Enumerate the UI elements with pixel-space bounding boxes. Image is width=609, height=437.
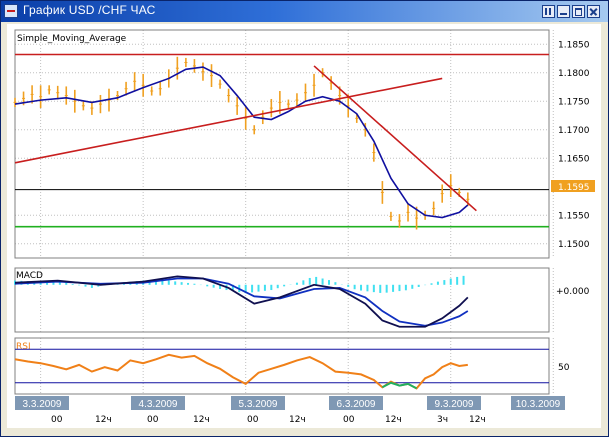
date-tag-label: 10.3.2009 (516, 399, 561, 410)
date-tag-label: 6.3.2009 (337, 399, 376, 410)
grid-layer (15, 30, 554, 394)
rsi-oversold-segment (381, 381, 418, 390)
price-level-lines[interactable] (15, 53, 549, 228)
trend-line (14, 77, 443, 164)
price-tick-label: 1.1700 (558, 126, 590, 136)
chart-canvas[interactable]: Simple_Moving_Average 1.1850 1.1800 1.1750… (7, 24, 601, 428)
price-panel-frame (14, 29, 550, 259)
date-tag (511, 396, 565, 410)
hour-label: 12ч (469, 415, 486, 425)
price-axis: 1.1850 1.1800 1.1750 1.1700 1.1650 1.1550 1.15… (558, 40, 590, 250)
price-tick-label: 1.1500 (558, 240, 590, 250)
price-tick-label: 1.1800 (558, 69, 590, 79)
hour-label: 00 (147, 415, 159, 425)
date-tag-label: 4.3.2009 (139, 399, 178, 410)
rsi-level-label: 50 (558, 363, 570, 373)
macd-main-line (14, 275, 469, 328)
date-tag (427, 396, 481, 410)
indicator-label-macd: MACD (16, 271, 43, 281)
indicator-label-sma: Simple_Moving_Average (17, 34, 127, 44)
macd-histogram (14, 275, 465, 294)
trend-lines[interactable] (14, 65, 477, 212)
macd-panel-frame (14, 267, 550, 333)
date-tag (231, 396, 285, 410)
minimize-button[interactable] (557, 5, 570, 18)
restore-button[interactable] (542, 5, 555, 18)
price-tick-label: 1.1650 (558, 154, 590, 164)
date-tag-label: 9.3.2009 (435, 399, 474, 410)
hour-label: 12ч (95, 415, 112, 425)
hour-label: 3ч (437, 415, 448, 425)
hour-label: 12ч (289, 415, 306, 425)
price-tick-label: 1.1550 (558, 211, 590, 221)
chart-window-icon (4, 4, 18, 18)
hour-label: 12ч (193, 415, 210, 425)
price-tick-label: 1.1850 (558, 40, 590, 50)
time-axis: 3.3.2009 4.3.2009 5.3.2009 6.3.2009 9.3.2009… (15, 396, 565, 425)
date-tag (15, 396, 69, 410)
current-price-tag: 1.1595 (551, 180, 595, 193)
date-tag-label: 5.3.2009 (239, 399, 278, 410)
macd-zero-label: +0.000 (556, 287, 590, 297)
close-button[interactable] (587, 5, 600, 18)
maximize-button[interactable] (572, 5, 585, 18)
rsi-path (14, 353, 468, 390)
hour-label: 00 (247, 415, 259, 425)
window-title: График USD /CHF ЧАС (23, 3, 156, 17)
moving-average-path (14, 66, 469, 219)
hour-label: 00 (343, 415, 355, 425)
indicator-label-rsi: RSI (16, 342, 31, 352)
chart-area[interactable]: Simple_Moving_Average 1.1850 1.1800 1.1750… (7, 24, 601, 428)
current-price-value: 1.1595 (558, 183, 590, 193)
rsi-panel-frame (14, 337, 550, 395)
rsi-line (14, 348, 549, 390)
macd-lines (14, 275, 469, 328)
date-tag-label: 3.3.2009 (23, 399, 62, 410)
price-tick-label: 1.1750 (558, 97, 590, 107)
date-tag (329, 396, 383, 410)
hour-label: 12ч (385, 415, 402, 425)
trend-line (313, 65, 477, 212)
date-tag (131, 396, 185, 410)
price-bars (13, 56, 470, 230)
title-bar[interactable]: График USD /CHF ЧАС (1, 1, 608, 22)
moving-average-line (14, 66, 469, 219)
hour-label: 00 (51, 415, 63, 425)
